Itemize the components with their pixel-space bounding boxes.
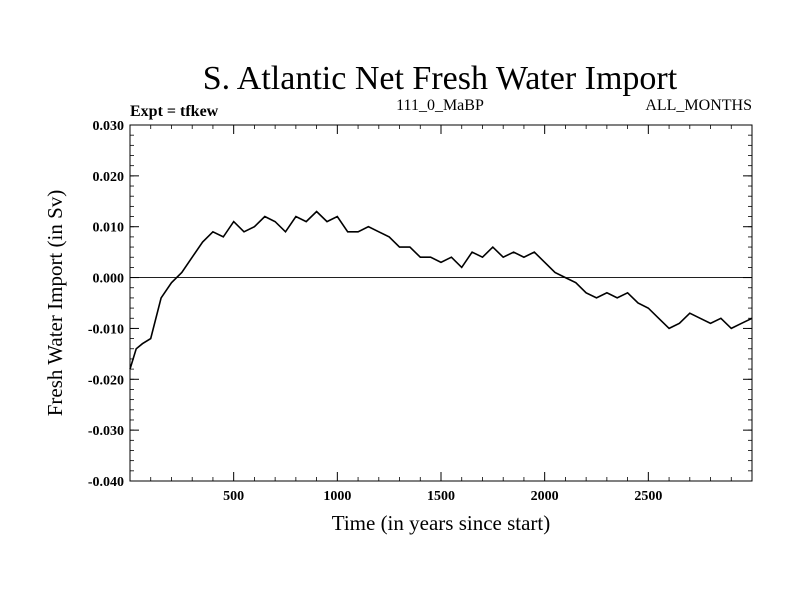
subtitle-right: ALL_MONTHS — [645, 97, 752, 114]
x-tick-label: 1500 — [427, 489, 455, 504]
series-line — [129, 210, 753, 370]
y-tick-label: -0.040 — [88, 475, 124, 490]
x-tick-label: 500 — [223, 489, 244, 504]
y-tick-label: 0.030 — [93, 119, 125, 134]
x-tick-label: 2500 — [634, 489, 662, 504]
x-axis-label: Time (in years since start) — [332, 511, 551, 535]
plot-area — [129, 210, 753, 370]
x-tick-label: 2000 — [531, 489, 559, 504]
y-axis-label: Fresh Water Import (in Sv) — [43, 190, 67, 417]
y-tick-label: 0.020 — [93, 170, 125, 185]
y-tick-label: 0.010 — [93, 221, 125, 236]
y-tick-label: -0.010 — [88, 322, 124, 337]
y-tick-label: -0.020 — [88, 373, 124, 388]
x-tick-label: 1000 — [323, 489, 351, 504]
subtitle-center: 111_0_MaBP — [396, 97, 484, 114]
y-tick-label: 0.000 — [93, 272, 125, 287]
tick-layer: 0.030 0.020 0.010 0.000 -0.010 -0.020 -0.030 -0… — [88, 119, 752, 504]
chart-title: S. Atlantic Net Fresh Water Import — [203, 60, 678, 97]
plot-frame — [129, 124, 753, 482]
subtitle-left: Expt = tfkew — [130, 103, 219, 120]
y-tick-label: -0.030 — [88, 424, 124, 439]
